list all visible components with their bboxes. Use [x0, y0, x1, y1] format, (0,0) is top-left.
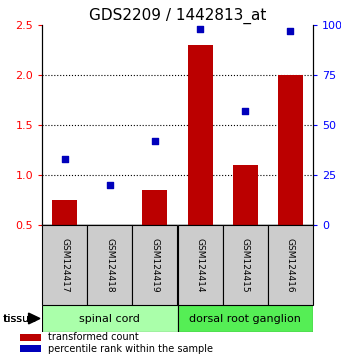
Point	[107, 182, 113, 188]
Text: GSM124417: GSM124417	[60, 238, 69, 292]
Text: tissue: tissue	[3, 314, 40, 324]
Text: GSM124416: GSM124416	[286, 238, 295, 292]
Text: GSM124415: GSM124415	[241, 238, 250, 292]
Text: dorsal root ganglion: dorsal root ganglion	[189, 314, 301, 324]
Point	[62, 156, 67, 162]
Bar	[178, 225, 223, 305]
Bar	[178, 305, 313, 332]
Bar	[42, 225, 87, 305]
Bar	[87, 225, 132, 305]
Text: GSM124418: GSM124418	[105, 238, 114, 292]
Polygon shape	[29, 313, 40, 324]
Point	[197, 26, 203, 32]
Bar	[143, 190, 167, 225]
Point	[152, 138, 158, 144]
Text: tissue: tissue	[3, 314, 36, 324]
Bar	[132, 225, 178, 305]
Text: percentile rank within the sample: percentile rank within the sample	[48, 343, 213, 354]
Title: GDS2209 / 1442813_at: GDS2209 / 1442813_at	[89, 7, 266, 24]
Point	[242, 108, 248, 114]
Bar	[278, 75, 303, 225]
Bar	[42, 305, 178, 332]
Bar	[268, 225, 313, 305]
Bar	[20, 345, 41, 352]
Bar	[20, 334, 41, 341]
Text: spinal cord: spinal cord	[79, 314, 140, 324]
Bar	[233, 165, 258, 225]
Point	[288, 28, 293, 34]
Bar	[223, 225, 268, 305]
Bar	[188, 45, 212, 225]
Text: GSM124414: GSM124414	[196, 238, 205, 292]
Text: GSM124419: GSM124419	[150, 238, 159, 292]
Bar	[52, 200, 77, 225]
Text: transformed count: transformed count	[48, 332, 138, 343]
